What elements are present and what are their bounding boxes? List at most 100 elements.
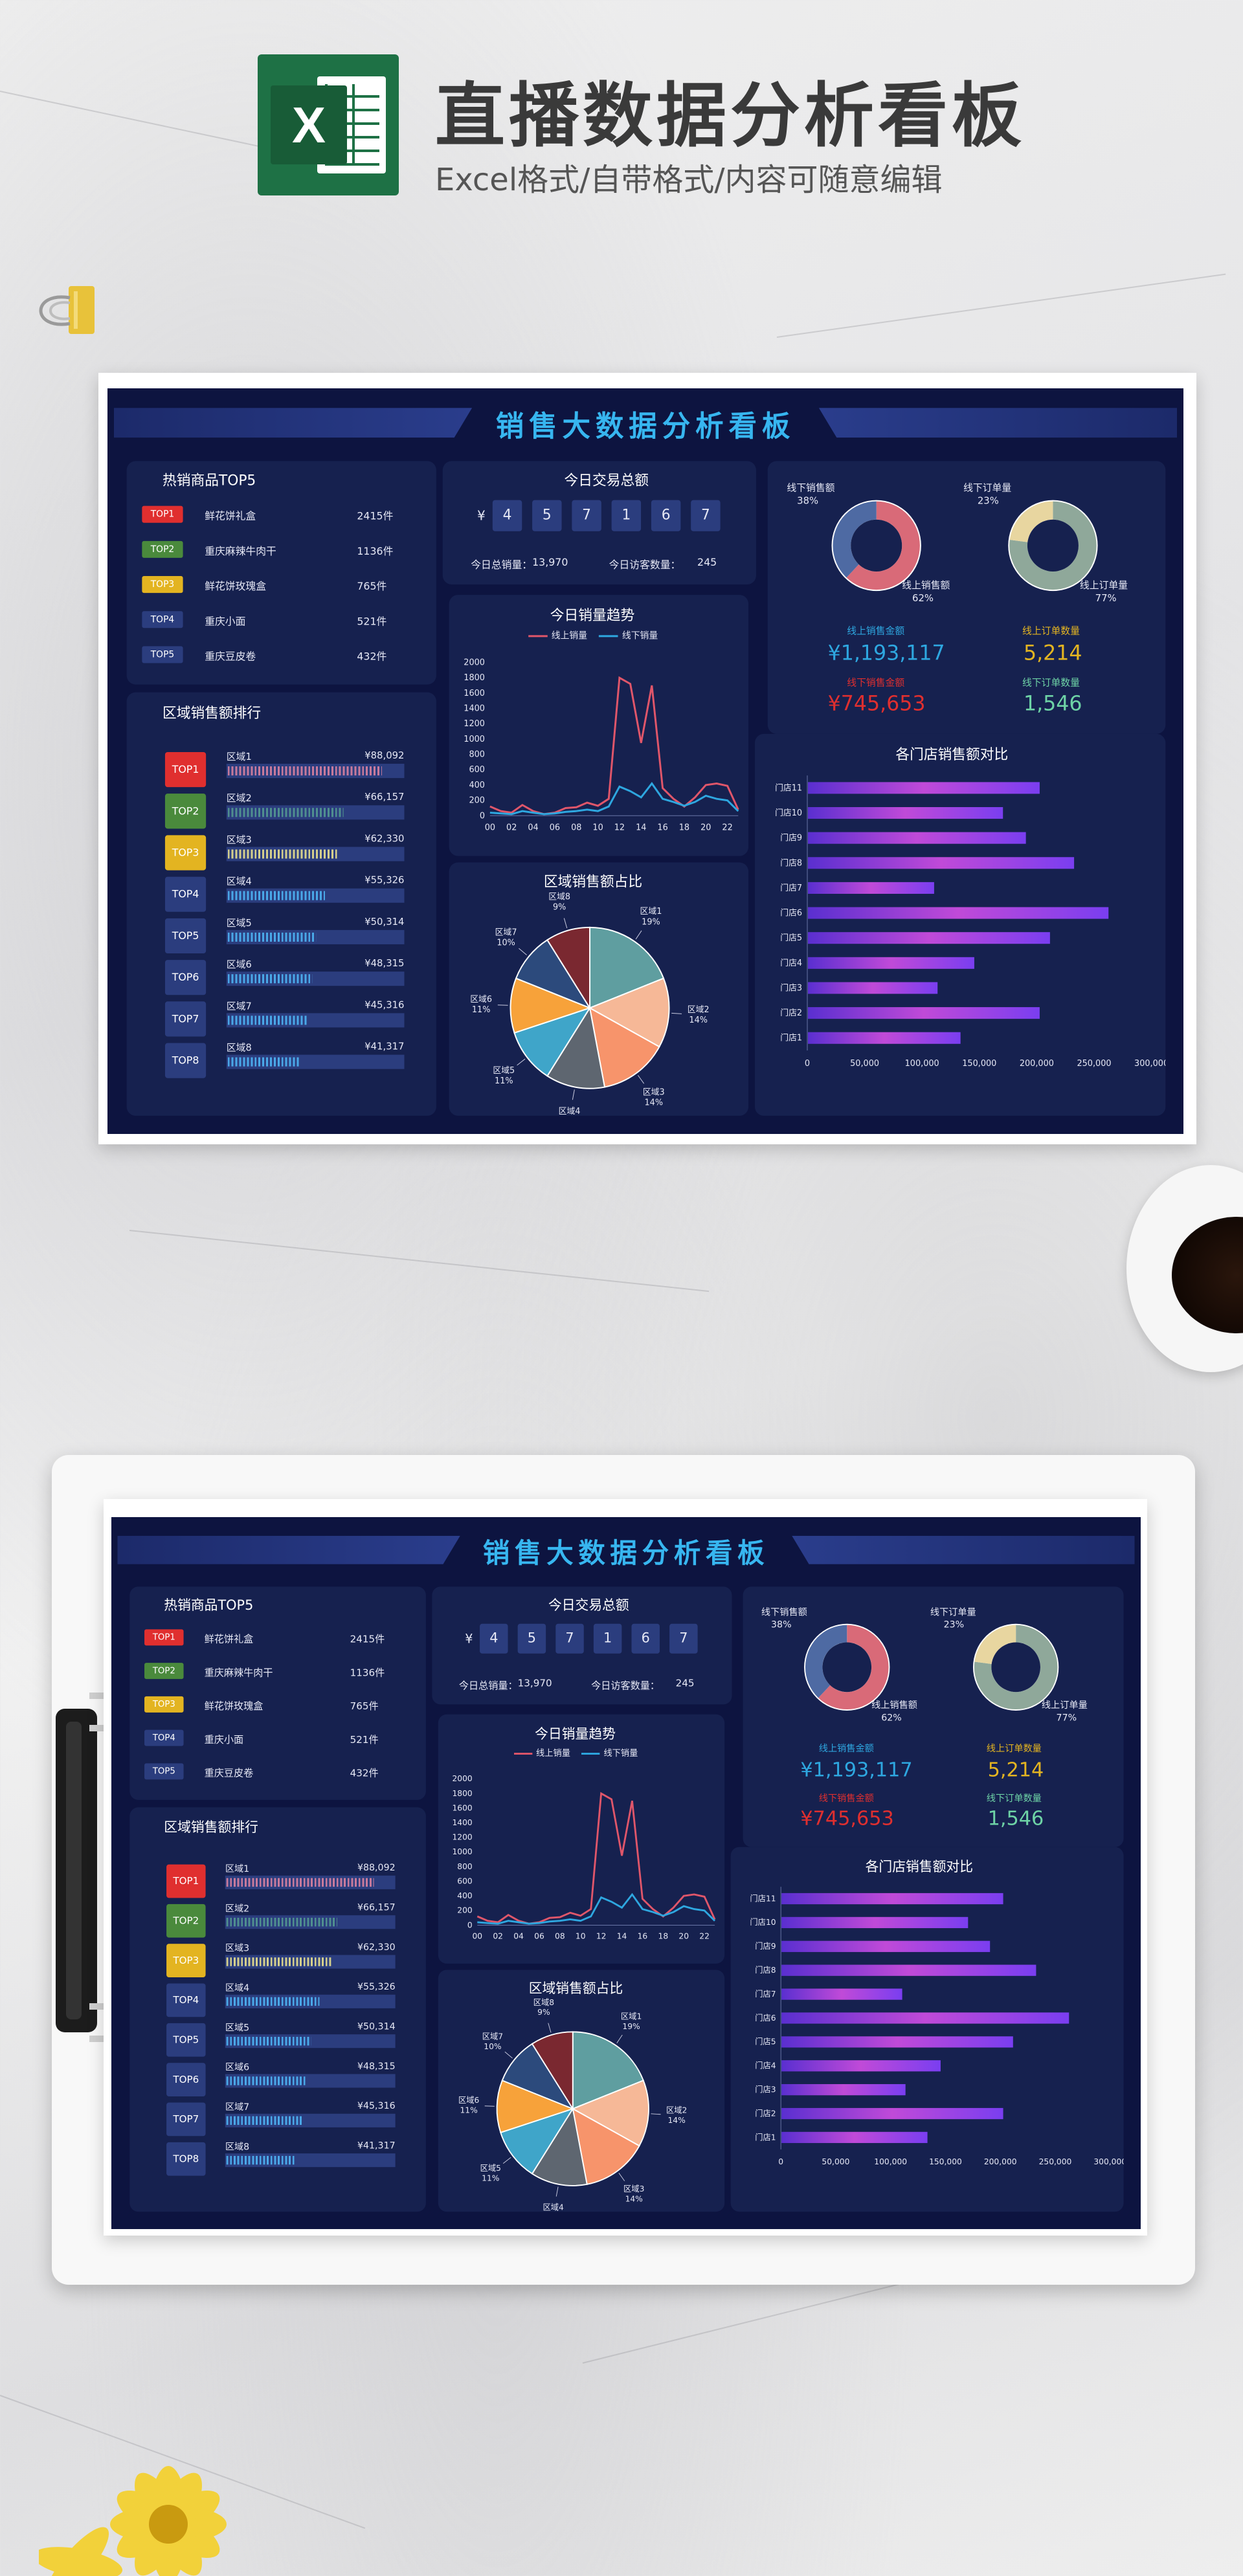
offline-orders-pct: 23%: [943, 1619, 965, 1630]
hot-product-row: TOP2 重庆麻辣牛肉干 1136件: [142, 539, 410, 560]
region-rank-row: TOP7 区域7 ¥45,316: [164, 997, 421, 1037]
bar: [781, 2131, 928, 2144]
total-digit: 1: [593, 1623, 622, 1654]
region-bar-track: [226, 805, 405, 820]
region-rank-row: TOP4 区域4 ¥55,326: [164, 873, 421, 912]
kpi-offline-sales: ¥745,653: [827, 691, 926, 716]
region-rank-row: TOP8 区域8 ¥41,317: [164, 1039, 421, 1078]
kpi-offline-sales: ¥745,653: [800, 1806, 894, 1830]
bar-category-label: 门店8: [755, 1965, 776, 1975]
pie-leader: [497, 1005, 508, 1006]
hot-product-row: TOP5 重庆豆皮卷 432件: [142, 644, 410, 665]
pie-leader: [502, 2157, 511, 2164]
trend-y-tick: 1400: [452, 1818, 472, 1827]
rank-tag: TOP3: [166, 1944, 206, 1977]
bar-category-label: 门店9: [780, 834, 802, 843]
total-digit: 6: [651, 500, 681, 531]
rank-tag: TOP6: [166, 2063, 206, 2096]
bar-category-label: 门店10: [750, 1917, 776, 1927]
trend-x-tick: 12: [614, 823, 625, 832]
rank-tag: TOP8: [164, 1043, 207, 1078]
region-bar-track: [226, 888, 405, 903]
region-rank-row: TOP3 区域3 ¥62,330: [166, 1940, 411, 1977]
pie-label: 区域412%: [559, 1107, 581, 1116]
pie-label: 区域412%: [543, 2203, 563, 2212]
trend-x-tick: 22: [722, 823, 732, 832]
trend-x-tick: 04: [513, 1931, 524, 1940]
region-name: 区域8: [226, 1041, 252, 1054]
pie-label: 区域5 11%: [480, 2164, 501, 2182]
rank-tag: TOP5: [144, 1763, 184, 1780]
trend-x-tick: 10: [576, 1931, 586, 1940]
sales-donut-hole: [822, 1642, 872, 1693]
trend-panel: 今日销量趋势 线上销量 线下销量 0 200 400 600 800 1000 1200 14…: [449, 595, 749, 856]
product-qty: 1136件: [357, 544, 394, 557]
dashboard-titlebar: 销售大数据分析看板: [113, 395, 1178, 443]
product-name: 重庆麻辣牛肉干: [204, 1666, 273, 1679]
today-qty-label: 今日总销量：: [458, 1680, 518, 1692]
trend-y-tick: 400: [469, 781, 485, 790]
bar-category-label: 门店1: [780, 1034, 802, 1043]
hot-product-row: TOP3 鲜花饼玫瑰盒 765件: [142, 574, 410, 595]
region-name: 区域3: [226, 834, 252, 846]
trend-y-tick: 1200: [452, 1833, 472, 1842]
bar: [781, 2036, 1013, 2048]
trend-x-tick: 00: [485, 823, 495, 832]
region-bar-fill: [227, 808, 344, 817]
bar: [781, 2084, 906, 2096]
sales-donut-hole: [851, 519, 902, 572]
rank-tag: TOP3: [164, 835, 207, 871]
trend-y-tick: 2000: [452, 1774, 472, 1783]
currency-symbol: ¥: [465, 1631, 473, 1647]
bar-category-label: 门店6: [755, 2013, 776, 2023]
region-rank-row: TOP6 区域6 ¥48,315: [164, 956, 421, 995]
region-share-title: 区域销售额占比: [543, 874, 643, 891]
region-rank-panel: 区域销售额排行 TOP1 区域1 ¥88,092 TOP2 区域2 ¥66,15…: [126, 692, 436, 1116]
trend-x-tick: 04: [528, 823, 538, 832]
bar-x-tick: 50,000: [850, 1059, 879, 1069]
region-rank-row: TOP8 区域8 ¥41,317: [166, 2138, 411, 2176]
hot-product-row: TOP4 重庆小面 521件: [142, 609, 410, 630]
bar: [781, 2107, 1003, 2120]
kpi-online-orders: 5,214: [1023, 640, 1082, 665]
kpi-offline-orders-label: 线下订单数量: [986, 1792, 1042, 1804]
region-bar-fill: [227, 932, 317, 942]
bar-category-label: 门店9: [755, 1941, 776, 1951]
pie-label: 区域6 11%: [470, 995, 492, 1015]
region-name: 区域8: [225, 2140, 250, 2153]
orders-donut-hole: [991, 1642, 1040, 1693]
region-bar-fill: [226, 1957, 331, 1966]
pie-label: 区域7 10%: [482, 2032, 503, 2050]
bar: [807, 832, 1026, 844]
dashboard-top: 销售大数据分析看板 热销商品TOP5 TOP1 鲜花饼礼盒 2415件 TOP2 …: [107, 388, 1183, 1134]
today-total-title: 今日交易总额: [564, 472, 649, 489]
pie-label: 区域8 9%: [548, 892, 570, 912]
product-qty: 521件: [357, 615, 387, 628]
region-bar-track: [225, 2074, 396, 2088]
online-orders-label: 线上订单量: [1041, 1699, 1088, 1711]
dashboard-title: 销售大数据分析看板: [495, 410, 796, 443]
sales-donut-slice: [833, 501, 920, 590]
bar-category-label: 门店7: [780, 883, 802, 893]
pie-label: 区域2 14%: [688, 1005, 710, 1025]
page-title: 直播数据分析看板: [435, 76, 1026, 157]
pie-leader: [635, 930, 642, 940]
pie-slice: [588, 1006, 660, 1088]
rank-tag: TOP3: [142, 576, 183, 594]
region-value: ¥88,092: [357, 1861, 396, 1873]
pie-leader: [555, 2186, 559, 2197]
rank-tag: TOP6: [164, 960, 207, 995]
hot-products-title: 热销商品TOP5: [162, 472, 256, 489]
offline-orders-label: 线下订单量: [963, 482, 1012, 494]
trend-x-tick: 14: [617, 1931, 627, 1940]
trend-panel: 今日销量趋势 线上销量 线下销量 0 200 400 600 800 1000 1200 14…: [438, 1714, 725, 1964]
bar-category-label: 门店3: [780, 983, 802, 993]
trend-legend: 线上销量 线下销量: [514, 1747, 638, 1759]
total-digit: 6: [631, 1623, 660, 1654]
region-bar-fill: [226, 1878, 374, 1887]
total-digit: 4: [480, 1623, 508, 1654]
region-share-title: 区域销售额占比: [528, 1981, 623, 1997]
region-bar-track: [225, 2153, 396, 2168]
region-rank-row: TOP4 区域4 ¥55,326: [166, 1980, 411, 2017]
pie-slice: [515, 938, 592, 1010]
